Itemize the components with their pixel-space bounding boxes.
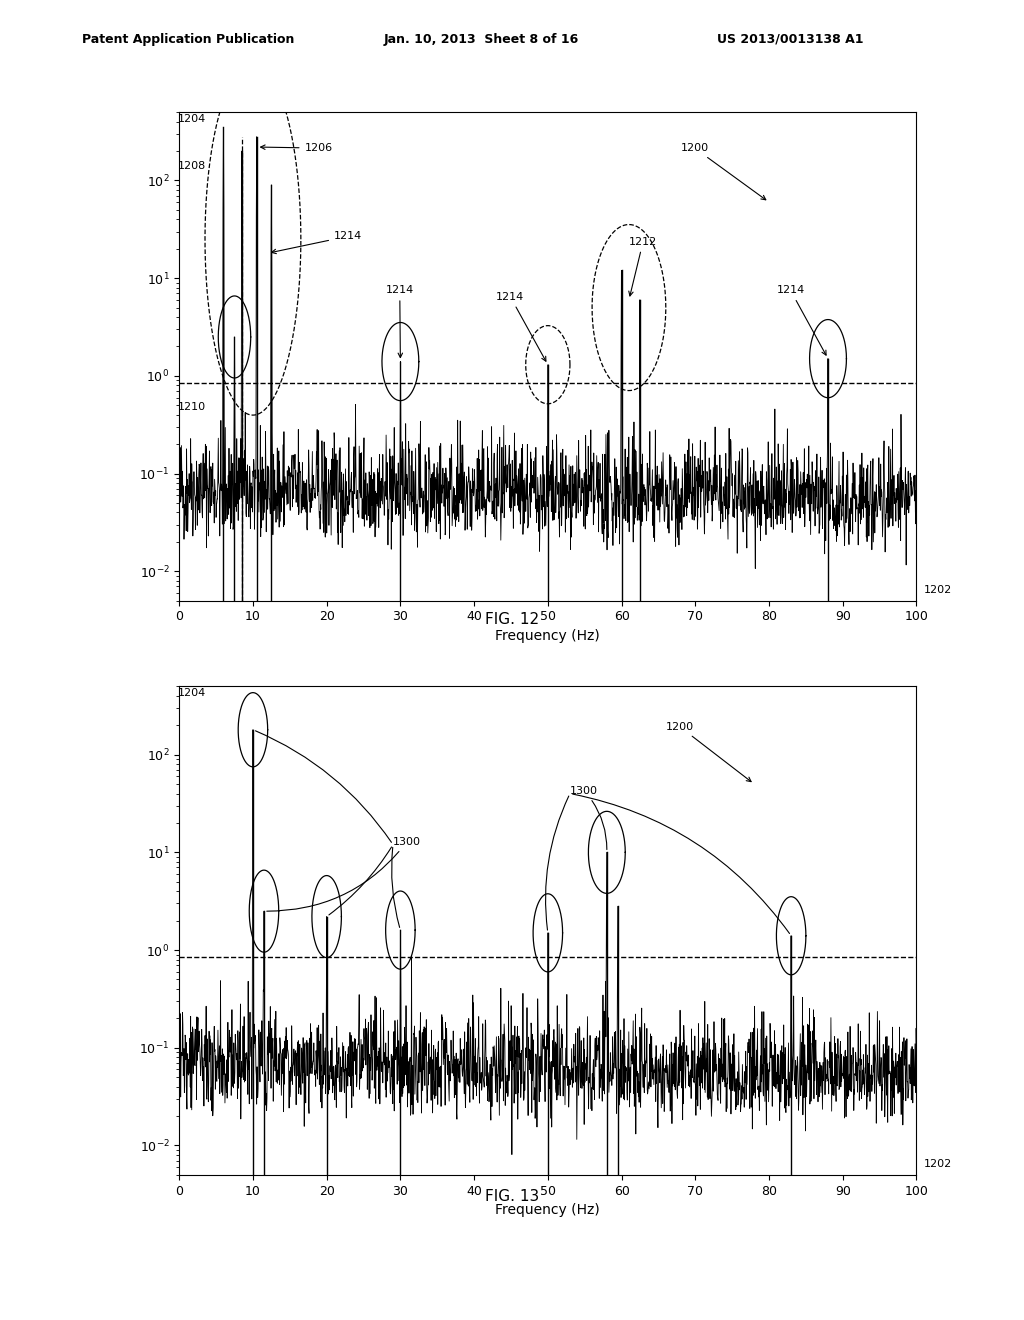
Text: Jan. 10, 2013  Sheet 8 of 16: Jan. 10, 2013 Sheet 8 of 16 (384, 33, 580, 46)
Text: 1214: 1214 (271, 231, 362, 253)
Text: 1200: 1200 (681, 143, 766, 199)
Text: 1208: 1208 (178, 161, 207, 172)
Text: 1204: 1204 (178, 688, 207, 698)
Text: 1204: 1204 (178, 114, 207, 124)
X-axis label: Frequency (Hz): Frequency (Hz) (496, 1203, 600, 1217)
Text: 1212: 1212 (629, 236, 657, 296)
Text: Patent Application Publication: Patent Application Publication (82, 33, 294, 46)
Text: 1214: 1214 (497, 292, 546, 362)
Text: 1210: 1210 (178, 401, 206, 412)
Text: US 2013/0013138 A1: US 2013/0013138 A1 (717, 33, 863, 46)
Text: 1300: 1300 (267, 837, 421, 911)
Text: FIG. 13: FIG. 13 (485, 1189, 539, 1204)
Text: 1300: 1300 (570, 785, 607, 850)
Text: 1202: 1202 (924, 585, 952, 595)
Text: 1200: 1200 (666, 722, 751, 781)
X-axis label: Frequency (Hz): Frequency (Hz) (496, 628, 600, 643)
Text: 1214: 1214 (386, 285, 414, 358)
Text: 1206: 1206 (261, 143, 333, 153)
Text: 1214: 1214 (776, 285, 826, 355)
Text: FIG. 12: FIG. 12 (485, 612, 539, 627)
Text: 1202: 1202 (924, 1159, 952, 1170)
